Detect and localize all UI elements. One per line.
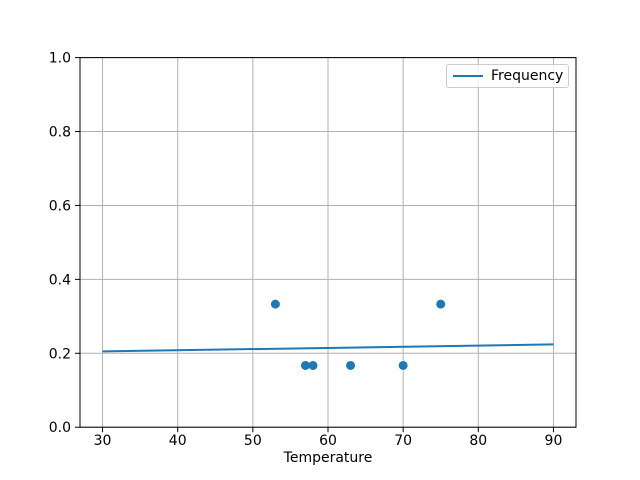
y-tick-label: 0.0 xyxy=(49,420,71,436)
x-tick-label: 50 xyxy=(244,433,262,449)
y-tick-label: 0.8 xyxy=(49,125,71,141)
scatter-point xyxy=(308,360,318,370)
frequency-line xyxy=(102,343,554,353)
x-tick-label: 70 xyxy=(394,433,412,449)
legend-label: Frequency xyxy=(491,68,564,84)
legend-line-sample xyxy=(453,75,483,77)
x-axis-label: Temperature xyxy=(283,450,373,466)
y-tick-label: 0.4 xyxy=(49,272,71,288)
x-tick-label: 40 xyxy=(169,433,187,449)
legend: Frequency xyxy=(446,64,569,88)
scatter-point xyxy=(270,299,280,309)
y-tick-label: 0.2 xyxy=(49,346,71,362)
x-tick-label: 60 xyxy=(319,433,337,449)
x-tick-label: 80 xyxy=(469,433,487,449)
y-tick-label: 1.0 xyxy=(49,51,71,67)
x-tick-label: 90 xyxy=(545,433,563,449)
x-tick-label: 30 xyxy=(94,433,112,449)
scatter-point xyxy=(346,360,356,370)
scatter-point xyxy=(300,360,310,370)
scatter-point xyxy=(398,360,408,370)
scatter-point xyxy=(436,299,446,309)
y-tick-label: 0.6 xyxy=(49,198,71,214)
